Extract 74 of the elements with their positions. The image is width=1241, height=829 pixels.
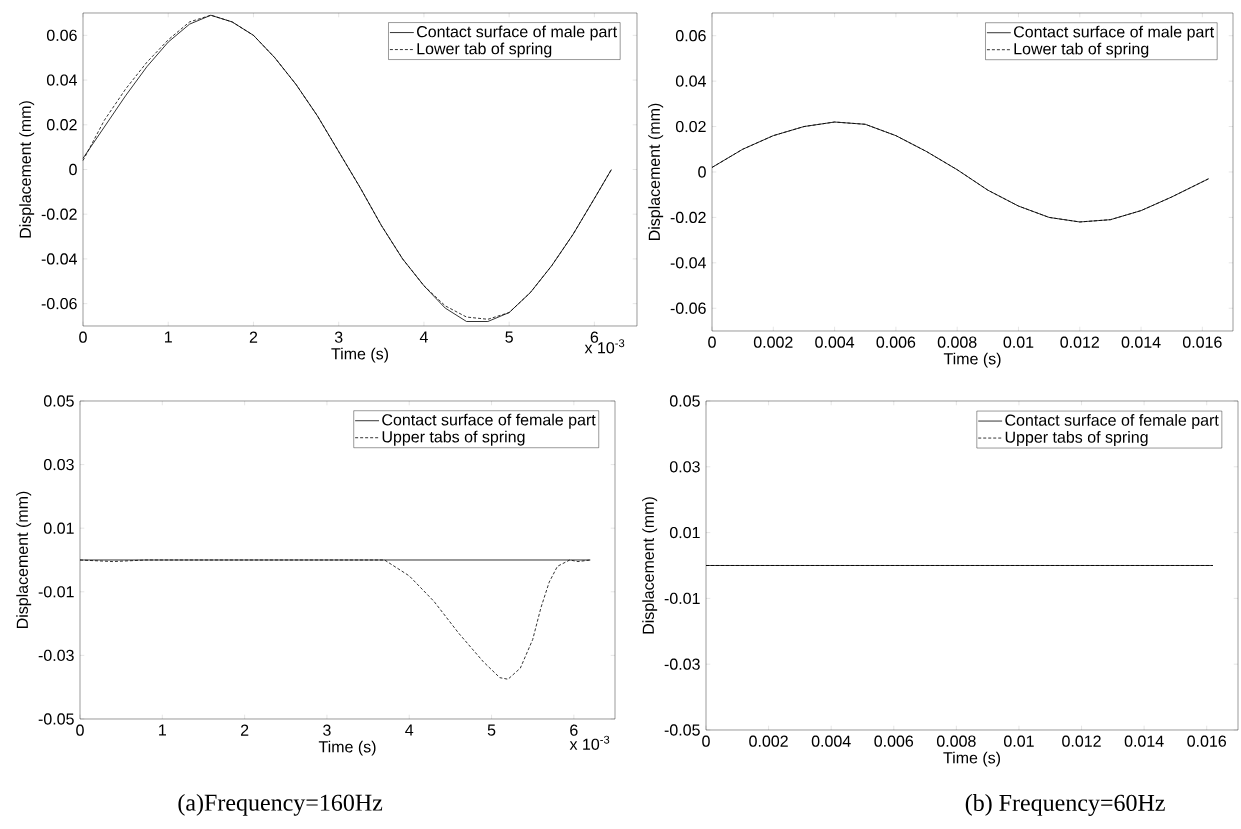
y-tick-label: 0.06 [675,30,706,42]
x-tick-label: 0.008 [937,336,977,348]
x-tick-label: 0.004 [815,336,855,348]
y-tick-label: -0.03 [664,658,700,670]
x-tick-label: 0.004 [811,735,851,747]
legend-label: Contact surface of female part [1005,414,1219,429]
y-tick-label: 0.02 [675,120,706,133]
y-tick-label: -0.03 [38,649,74,662]
y-tick-label: 0.01 [43,522,74,534]
legend-label: Contact surface of male part [1014,25,1215,41]
x-tick-label: 3 [334,331,343,343]
y-tick-label: -0.01 [664,592,700,605]
y-tick-label: 0.03 [43,458,74,471]
x-tick-label: 3 [323,724,331,736]
x-axis-title: Time (s) [331,347,389,363]
y-tick-label: 0.04 [675,75,706,87]
legend-label: Upper tabs of spring [382,430,525,446]
y-tick-label: 0.05 [669,395,700,407]
y-axis-title: Displacement (mm) [642,497,658,634]
x-tick-label: 0.006 [876,336,916,348]
text: (a)Frequency=160Hz [178,793,383,816]
y-tick-label: -0.06 [670,302,706,314]
x-tick-label: 6 [570,724,578,736]
x-tick-label: 5 [487,724,496,736]
x-tick-label: 0.01 [1003,336,1034,348]
legend-label: Contact surface of female part [382,413,596,429]
y-tick-label: -0.05 [38,713,74,725]
x-tick-label: 5 [505,331,513,343]
x-tick-label: 0.014 [1121,336,1161,348]
x-tick-label: 0.01 [1004,735,1034,747]
x-tick-label: 0.012 [1062,735,1101,747]
x-tick-label: 0.012 [1060,336,1099,348]
x-tick-label: 0.002 [753,336,793,348]
x-tick-label: 2 [240,724,249,736]
x-tick-label: 0.016 [1187,735,1227,747]
y-tick-label: -0.06 [41,297,77,310]
x-tick-label: 0.002 [749,735,788,747]
y-tick-label: -0.04 [41,253,77,265]
y-tick-label: 0.02 [46,119,77,131]
x-tick-label: 1 [165,331,172,343]
legend-label: Lower tab of spring [417,42,552,58]
x-tick-label: 2 [249,331,258,343]
legend-label: Lower tab of spring [1014,42,1149,58]
x-tick-label: 0 [708,336,716,348]
y-tick-label: 0.01 [669,526,700,539]
text: (b) Frequency=60Hz [965,794,1165,816]
y-axis-title: Displacement (mm) [19,101,35,238]
legend-label: Upper tabs of spring [1005,431,1148,446]
y-tick-label: -0.01 [38,586,74,598]
y-tick-label: -0.02 [41,208,77,220]
y-tick-label: -0.04 [670,257,706,269]
y-axis-title: Displacement (mm) [648,103,664,241]
y-tick-label: 0 [69,163,77,176]
x-tick-label: 4 [419,331,428,343]
x-axis-title: Time (s) [943,751,1001,767]
text: x 10$^{-3}$ [569,735,610,750]
y-tick-label: 0.05 [43,395,74,407]
legend-label: Contact surface of male part [417,25,618,41]
y-tick-label: 0.04 [46,74,77,86]
x-tick-label: 0.014 [1124,735,1164,747]
x-tick-label: 0.006 [874,735,914,747]
y-tick-label: 0.06 [46,29,77,42]
y-tick-label: -0.02 [670,211,706,224]
x-tick-label: 0 [79,331,87,343]
y-tick-label: 0 [698,166,706,178]
x-tick-label: 0.008 [936,735,976,747]
x-axis-title: Time (s) [318,740,376,756]
y-tick-label: 0.03 [669,461,700,473]
x-tick-label: 4 [405,724,414,736]
x-tick-label: 0.016 [1182,336,1222,348]
x-axis-title: Time (s) [943,352,1001,368]
y-axis-title: Displacement (mm) [16,491,32,629]
y-tick-label: -0.05 [664,724,700,736]
x-tick-label: 1 [159,724,166,736]
